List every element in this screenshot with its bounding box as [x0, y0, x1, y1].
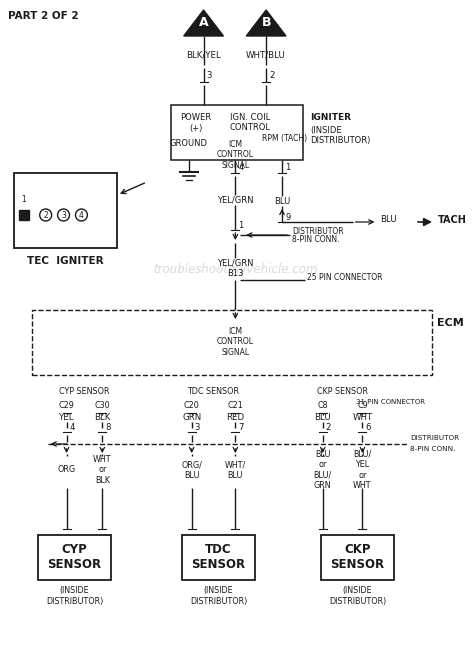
Text: YEL/GRN: YEL/GRN: [217, 195, 254, 204]
Text: CYP
SENSOR: CYP SENSOR: [47, 543, 101, 571]
Bar: [171, 105, 303, 160]
Text: 31 PIN CONNECTOR: 31 PIN CONNECTOR: [356, 399, 425, 405]
Text: TACH: TACH: [438, 215, 467, 225]
Text: ORG/
BLU: ORG/ BLU: [181, 460, 202, 480]
Text: ECM: ECM: [437, 318, 464, 328]
Text: IGN. COIL: IGN. COIL: [230, 113, 270, 122]
Text: BLK: BLK: [94, 413, 110, 421]
Bar: [38, 535, 111, 580]
Text: 2: 2: [326, 422, 331, 432]
Text: IGNITER: IGNITER: [310, 113, 351, 122]
Text: troubleshootmyvehicle.com: troubleshootmyvehicle.com: [153, 264, 318, 277]
Text: 8-PIN CONN.: 8-PIN CONN.: [292, 236, 339, 245]
Text: WHT/BLU: WHT/BLU: [246, 51, 286, 59]
Text: CYP SENSOR: CYP SENSOR: [59, 387, 109, 396]
Text: C20: C20: [184, 400, 200, 409]
Text: ICM
CONTROL
SIGNAL: ICM CONTROL SIGNAL: [217, 140, 254, 170]
Text: B13: B13: [227, 270, 244, 279]
Text: C9: C9: [357, 400, 368, 409]
Text: (INSIDE: (INSIDE: [310, 126, 341, 135]
Text: C30: C30: [94, 400, 110, 409]
Text: BLU
or
BLU/
GRN: BLU or BLU/ GRN: [314, 450, 332, 490]
Text: DISTRIBUTOR: DISTRIBUTOR: [292, 227, 344, 236]
Text: C21: C21: [228, 400, 243, 409]
Text: TEC  IGNITER: TEC IGNITER: [27, 256, 104, 266]
Text: 3: 3: [61, 210, 66, 219]
Text: WHT/
BLU: WHT/ BLU: [225, 460, 246, 480]
Polygon shape: [246, 10, 286, 36]
Bar: [32, 310, 432, 375]
Text: RPM (TACH): RPM (TACH): [263, 133, 308, 143]
Text: (INSIDE
DISTRIBUTOR): (INSIDE DISTRIBUTOR): [329, 587, 386, 605]
Text: BLK/YEL: BLK/YEL: [186, 51, 221, 59]
Text: CKP SENSOR: CKP SENSOR: [317, 387, 368, 396]
Text: 8: 8: [105, 422, 111, 432]
Text: BLU: BLU: [380, 215, 397, 225]
Text: (INSIDE
DISTRIBUTOR): (INSIDE DISTRIBUTOR): [46, 587, 103, 605]
Text: 9: 9: [285, 212, 290, 221]
Text: ICM
CONTROL
SIGNAL: ICM CONTROL SIGNAL: [217, 327, 254, 357]
Text: 25 PIN CONNECTOR: 25 PIN CONNECTOR: [307, 273, 383, 283]
Text: C29: C29: [59, 400, 74, 409]
Text: (INSIDE
DISTRIBUTOR): (INSIDE DISTRIBUTOR): [190, 587, 247, 605]
Text: CKP
SENSOR: CKP SENSOR: [330, 543, 384, 571]
Text: PART 2 OF 2: PART 2 OF 2: [8, 11, 79, 21]
Text: 4: 4: [238, 163, 244, 173]
Text: BLU/
YEL
or
WHT: BLU/ YEL or WHT: [353, 450, 372, 490]
Text: CONTROL: CONTROL: [230, 124, 271, 133]
Text: 7: 7: [238, 422, 244, 432]
Text: A: A: [199, 16, 209, 29]
Text: 4: 4: [70, 422, 75, 432]
Text: 1: 1: [285, 163, 290, 173]
Text: 4: 4: [79, 210, 84, 219]
Text: 3: 3: [195, 422, 200, 432]
Text: 1: 1: [21, 195, 26, 204]
Text: DISTRIBUTOR: DISTRIBUTOR: [410, 435, 459, 441]
Text: BLU: BLU: [274, 197, 290, 206]
Text: DISTRIBUTOR): DISTRIBUTOR): [310, 137, 370, 146]
Text: WHT: WHT: [352, 413, 373, 421]
Text: YEL/GRN: YEL/GRN: [217, 258, 254, 268]
Text: TDC SENSOR: TDC SENSOR: [188, 387, 239, 396]
Text: 2: 2: [269, 72, 274, 81]
Bar: [321, 535, 394, 580]
Text: RED: RED: [226, 413, 245, 421]
Text: B: B: [261, 16, 271, 29]
Text: WHT
or
BLK: WHT or BLK: [93, 455, 111, 485]
Text: 3: 3: [207, 72, 212, 81]
Text: BLU: BLU: [314, 413, 331, 421]
Text: TDC
SENSOR: TDC SENSOR: [191, 543, 246, 571]
Bar: [19, 210, 29, 220]
Text: GROUND: GROUND: [170, 139, 208, 148]
Text: GRN: GRN: [182, 413, 201, 421]
Polygon shape: [184, 10, 223, 36]
Text: 1: 1: [238, 221, 244, 230]
Text: ORG: ORG: [57, 465, 75, 475]
Text: 8-PIN CONN.: 8-PIN CONN.: [410, 446, 456, 452]
Text: 6: 6: [365, 422, 371, 432]
Text: C8: C8: [318, 400, 328, 409]
Text: YEL: YEL: [59, 413, 74, 421]
Text: (+): (+): [189, 124, 202, 133]
Text: POWER: POWER: [180, 113, 211, 122]
Bar: [182, 535, 255, 580]
Text: 2: 2: [43, 210, 48, 219]
Bar: [14, 173, 117, 248]
